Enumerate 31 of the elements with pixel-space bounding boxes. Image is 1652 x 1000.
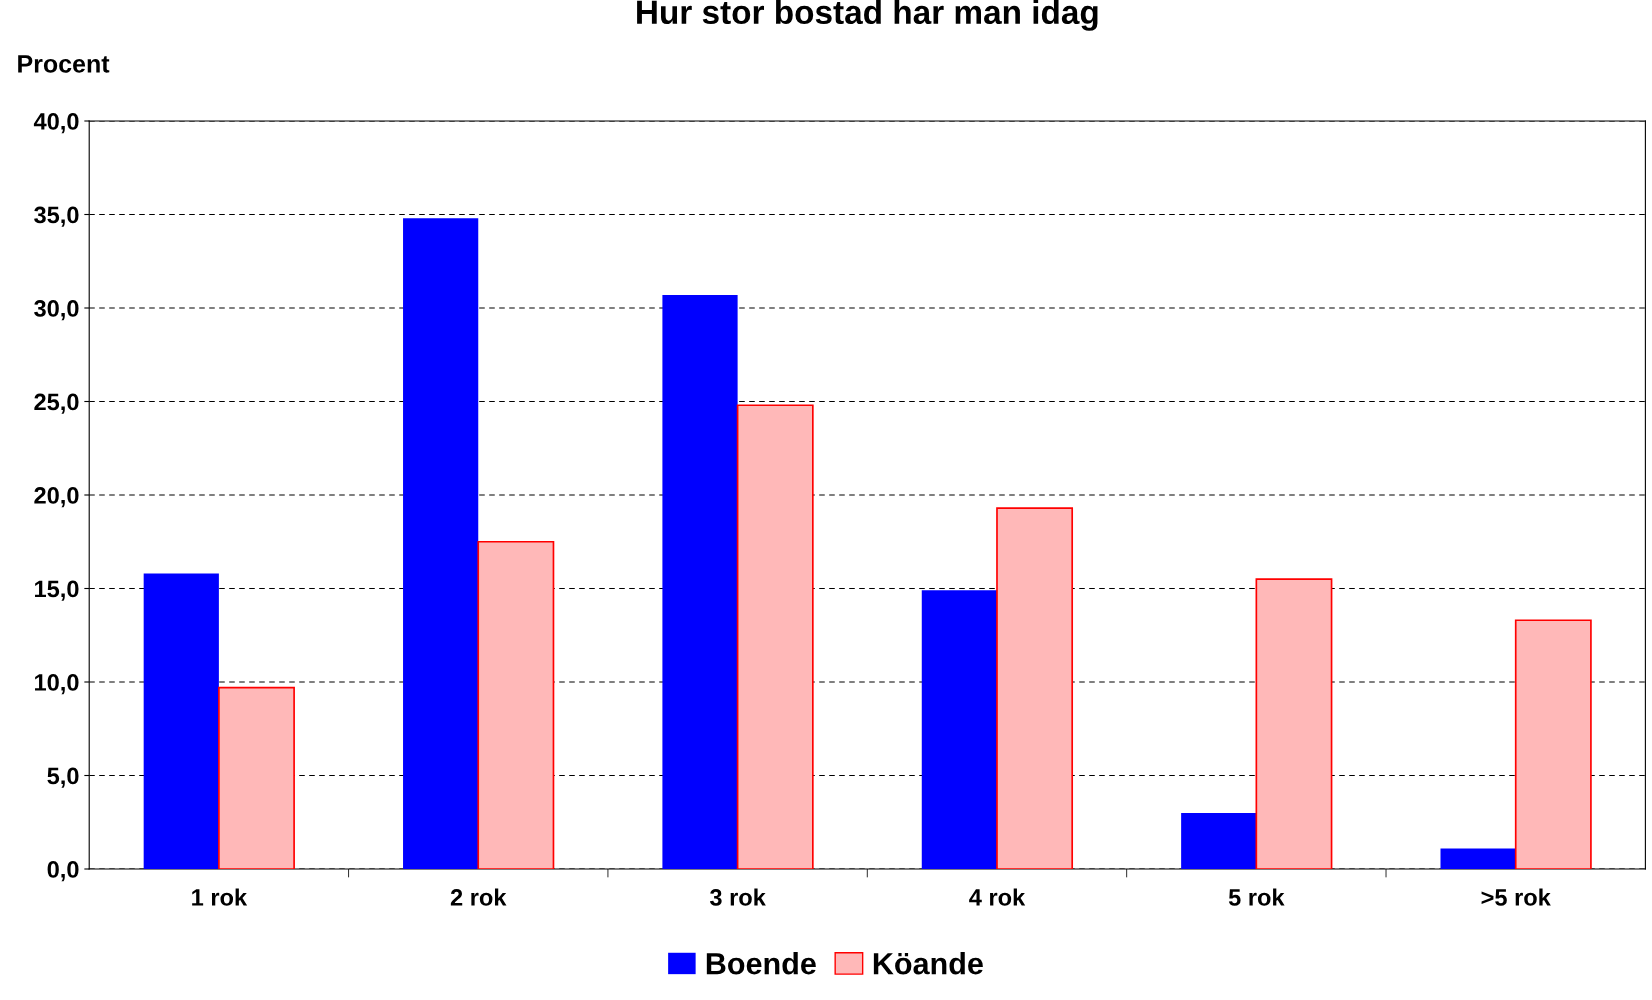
y-tick-label: 30,0: [34, 300, 79, 321]
bar: [921, 590, 997, 869]
bar: [736, 404, 814, 869]
y-tick-label: 35,0: [34, 206, 79, 227]
x-tick-label: 5 rok: [1228, 888, 1285, 906]
x-tick-label: 4 rok: [969, 888, 1026, 906]
y-tick-label: 5,0: [47, 767, 79, 788]
x-tick-label: 2 rok: [450, 888, 507, 906]
x-tick-label: 1 rok: [192, 888, 248, 906]
bar: [477, 540, 555, 869]
y-tick-label: 0,0: [47, 861, 79, 882]
legend-label: Boende: [706, 952, 816, 975]
bar: [1440, 848, 1516, 869]
bar: [403, 218, 479, 869]
y-tick-label: 25,0: [34, 393, 79, 414]
y-axis-title: Procent: [18, 55, 110, 73]
bar: [143, 573, 219, 869]
bar: [1255, 578, 1333, 869]
bar: [1514, 619, 1592, 869]
x-tick-label: 3 rok: [709, 888, 766, 906]
x-tick-label: >5 rok: [1481, 888, 1551, 906]
chart-title: Hur stor bostad har man idag: [637, 0, 1098, 31]
legend-label: Köande: [873, 952, 983, 975]
y-tick-label: 20,0: [34, 487, 79, 508]
bar: [662, 294, 738, 869]
y-tick-label: 40,0: [33, 113, 79, 134]
bar: [996, 507, 1074, 869]
bar: [1181, 812, 1257, 869]
y-tick-label: 10,0: [35, 674, 79, 695]
bar: [218, 686, 295, 869]
y-tick-label: 15,0: [35, 580, 79, 601]
